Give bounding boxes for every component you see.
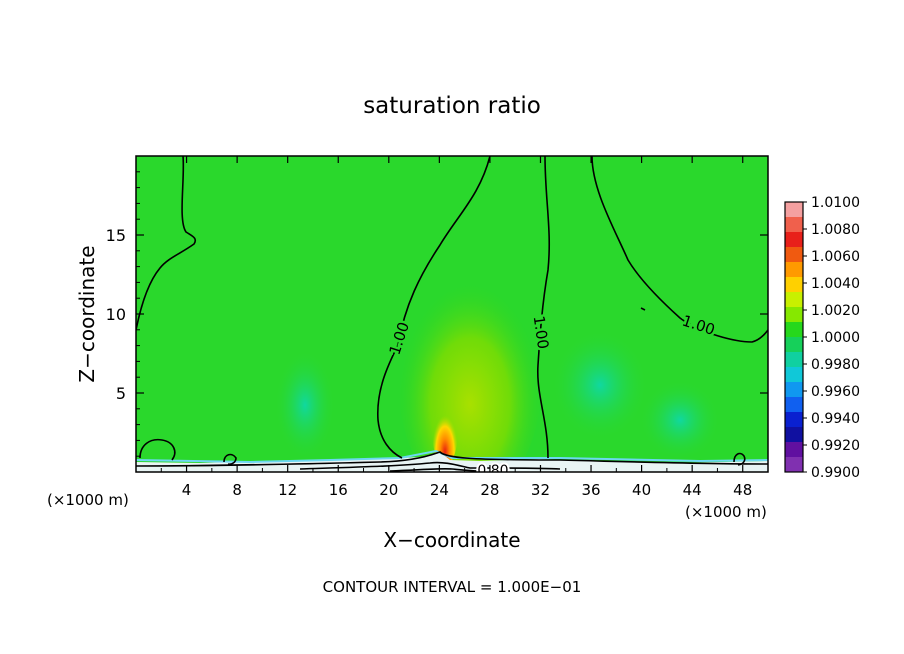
contour-lines — [136, 156, 768, 472]
colorbar-label: 0.9980 — [811, 357, 860, 373]
low-region-3 — [640, 380, 720, 460]
contour-right-b — [591, 156, 768, 343]
peak-region — [432, 394, 458, 466]
contour-small-left — [139, 438, 176, 461]
colorbar-swatch — [785, 217, 803, 233]
colorbar-label: 1.0100 — [811, 195, 860, 211]
x-tick-label: 8 — [232, 481, 242, 499]
colorbar-swatch — [785, 457, 803, 473]
x-tick-label: 16 — [329, 481, 348, 499]
x-unit-left: (×1000 m) — [47, 491, 129, 509]
colorbar-swatch — [785, 322, 803, 338]
y-axis: 5 10 15 — [106, 171, 768, 457]
colorbar-swatch — [785, 277, 803, 293]
colorbar-swatch — [785, 412, 803, 428]
colorbar-label: 1.0040 — [811, 276, 860, 292]
colorbar-swatch — [785, 352, 803, 368]
x-tick-label: 44 — [683, 481, 702, 499]
contour-right-a — [536, 156, 550, 459]
x-tick-label: 40 — [632, 481, 651, 499]
surface-band-blue — [136, 449, 768, 464]
contour-label-surface: 0.80 — [477, 463, 508, 479]
x-tick-label: 24 — [430, 481, 449, 499]
colorbar-swatch — [785, 292, 803, 308]
x-tick-label: 28 — [480, 481, 499, 499]
contour-dot — [640, 307, 646, 311]
colorbar-swatch — [785, 427, 803, 443]
x-axis: 4 8 12 16 20 24 28 32 36 40 44 48 — [160, 156, 752, 499]
colorbar-swatch — [785, 367, 803, 383]
colorbar-swatch — [785, 262, 803, 278]
x-tick-label: 48 — [733, 481, 752, 499]
colorbar-label: 1.0000 — [811, 330, 860, 346]
contour-left — [136, 156, 197, 331]
chart-title: saturation ratio — [363, 93, 541, 119]
x-tick-label: 32 — [531, 481, 550, 499]
y-axis-title: Z−coordinate — [75, 245, 99, 382]
colorbar-label: 1.0080 — [811, 222, 860, 238]
plot-area: 1.00 1.00 1.00 0.80 — [136, 156, 768, 479]
colorbar-label: 1.0060 — [811, 249, 860, 265]
contour-surface-2 — [299, 461, 561, 470]
x-axis-title: X−coordinate — [383, 528, 520, 552]
contour-surface-1 — [136, 451, 768, 467]
x-tick-label: 4 — [182, 481, 192, 499]
x-tick-label: 20 — [379, 481, 398, 499]
x-tick-label: 36 — [581, 481, 600, 499]
colorbar-label: 0.9940 — [811, 411, 860, 427]
contour-interval-note: CONTOUR INTERVAL = 1.000E−01 — [323, 578, 582, 596]
colorbar: 1.0100 1.0080 1.0060 1.0040 1.0020 1.0000 0.99… — [784, 195, 860, 481]
surface-band — [136, 452, 768, 472]
x-unit-right: (×1000 m) — [685, 503, 767, 521]
colorbar-swatch — [785, 307, 803, 323]
colorbar-swatch — [785, 442, 803, 458]
contour-small-mid — [223, 453, 237, 465]
colorbar-swatch — [785, 202, 803, 218]
colorbar-swatch — [785, 397, 803, 413]
low-region-2 — [552, 330, 648, 440]
colorbar-label: 0.9960 — [811, 384, 860, 400]
low-region-1 — [275, 350, 335, 460]
colorbar-label: 0.9900 — [811, 465, 860, 481]
colorbar-swatch — [785, 232, 803, 248]
contour-center — [377, 156, 491, 459]
colorbar-swatch — [785, 382, 803, 398]
y-tick-label: 10 — [106, 305, 126, 324]
x-tick-label: 12 — [278, 481, 297, 499]
colorbar-swatch — [785, 337, 803, 353]
colorbar-label: 0.9920 — [811, 438, 860, 454]
colorbar-swatch — [785, 247, 803, 263]
y-tick-label: 5 — [116, 384, 126, 403]
y-tick-label: 15 — [106, 226, 126, 245]
colorbar-label: 1.0020 — [811, 303, 860, 319]
